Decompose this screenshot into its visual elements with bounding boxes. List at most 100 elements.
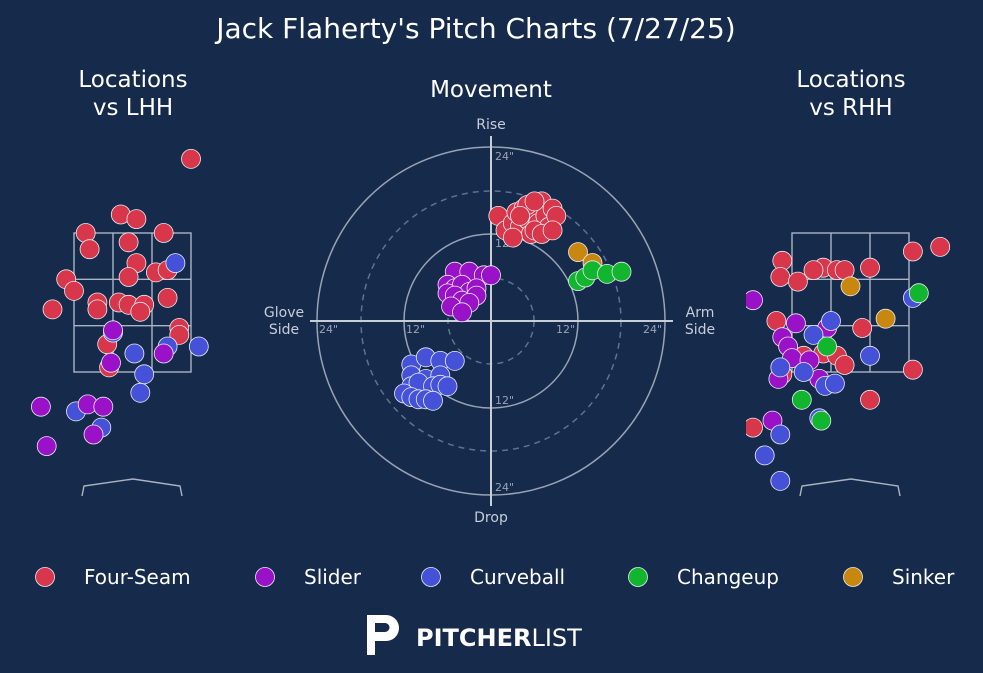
rhh-point-four-seam [903,241,923,262]
ring-label-right-inner: 12" [556,323,575,336]
axis-label-glove-line-1: Glove [264,305,304,321]
pitcherlist-wordmark: PITCHERLIST [416,624,582,652]
lhh-location-panel [31,148,209,497]
lhh-point-curveball [134,364,155,385]
movement-point-four-seam [524,191,545,212]
lhh-point-four-seam [130,301,151,322]
axis-label-arm-line-1: Arm [686,305,715,321]
rhh-point-four-seam [930,236,951,257]
rhh-point-four-seam [860,257,880,278]
movement-point-four-seam [542,220,563,241]
legend-swatch-slider [255,567,275,587]
rhh-point-curveball [770,357,791,378]
rhh-point-curveball [793,362,814,382]
rhh-point-four-seam [903,359,923,380]
rhh-point-sinker [875,308,896,329]
lhh-point-curveball [188,336,209,357]
ring-label-bottom-outer: 24" [495,481,514,494]
axis-label-rise: Rise [476,117,506,133]
rhh-point-four-seam [834,355,855,375]
legend-swatch-changeup [628,567,648,587]
legend-swatch-four-seam [35,567,55,587]
legend-item-four-seam: Four-Seam [35,565,191,589]
rhh-point-curveball [860,345,880,366]
rhh-point-four-seam [788,271,808,292]
legend-label-sinker: Sinker [892,565,955,589]
lhh-point-slider [31,396,51,417]
rhh-point-changeup [908,283,929,304]
movement-point-slider [452,302,472,323]
pitch-type-legend: Four-Seam Slider Curveball Changeup Sinker [35,565,955,589]
ring-label-bottom-inner: 12" [495,394,514,407]
movement-point-curveball [423,390,443,411]
legend-item-curveball: Curveball [421,565,565,589]
lhh-point-curveball [165,253,186,274]
axis-label-glove-line-2: Side [269,322,299,338]
legend-item-sinker: Sinker [843,565,955,589]
legend-label-curveball: Curveball [470,565,565,589]
rhh-point-changeup [817,336,837,357]
lhh-point-slider [36,436,57,457]
lhh-panel-title-line-1: Locations [78,67,187,93]
pitcherlist-logo: PITCHERLIST [367,615,582,655]
legend-item-slider: Slider [255,565,362,589]
lhh-point-four-seam [118,232,139,253]
wordmark-light: LIST [531,624,582,652]
rhh-point-four-seam [770,267,791,287]
rhh-point-four-seam [803,260,824,281]
lhh-pitch-points [31,148,209,457]
movement-point-four-seam [510,205,530,226]
rhh-point-slider [724,407,743,426]
wordmark-bold: PITCHER [416,624,531,652]
ring-label-left-inner: 12" [406,323,425,336]
axis-label-drop: Drop [474,510,508,526]
lhh-point-four-seam [75,223,96,243]
lhh-point-curveball [130,382,151,403]
legend-label-slider: Slider [304,565,362,589]
lhh-point-four-seam [79,239,100,260]
lhh-home-plate [81,478,183,497]
lhh-point-slider [153,343,174,364]
rhh-panel-title-line-1: Locations [796,67,905,93]
rhh-panel-title-line-2: vs RHH [809,95,892,121]
rhh-point-changeup [811,410,832,431]
rhh-point-curveball [770,470,791,491]
lhh-point-curveball [124,343,145,364]
lhh-point-slider [103,320,123,341]
lhh-point-slider [101,352,121,373]
lhh-point-four-seam [118,267,139,287]
movement-panel-title: Movement [430,77,552,103]
legend-label-changeup: Changeup [677,565,779,589]
movement-pitch-points [394,191,632,411]
movement-point-curveball [444,350,465,371]
rhh-point-curveball [770,424,791,445]
lhh-point-slider [93,396,114,417]
chart-title: Jack Flaherty's Pitch Charts (7/27/25) [214,12,735,45]
rhh-point-slider [720,379,739,398]
lhh-panel-title-line-2: vs LHH [93,95,173,121]
rhh-point-slider [786,313,806,334]
legend-swatch-curveball [421,567,441,587]
lhh-point-four-seam [181,148,201,169]
rhh-point-four-seam [860,389,880,410]
rhh-point-changeup [791,389,812,410]
lhh-point-four-seam [157,287,178,308]
rhh-point-sinker [840,276,861,297]
axis-label-arm-line-2: Side [685,322,715,338]
rhh-point-four-seam [746,417,763,438]
movement-point-slider [481,265,501,286]
ring-label-top-outer: 24" [495,150,514,163]
lhh-point-four-seam [64,280,84,301]
rhh-location-panel [720,232,951,497]
rhh-point-curveball [821,311,841,331]
pitcherlist-logo-mark [367,615,399,655]
rhh-point-curveball [803,324,824,345]
rhh-pitch-points [720,236,951,491]
movement-point-sinker [568,242,588,263]
legend-swatch-sinker [843,567,863,587]
ring-label-left-outer: 24" [319,323,338,336]
movement-point-four-seam [502,227,523,248]
rhh-home-plate [799,478,901,497]
lhh-point-four-seam [153,223,174,243]
